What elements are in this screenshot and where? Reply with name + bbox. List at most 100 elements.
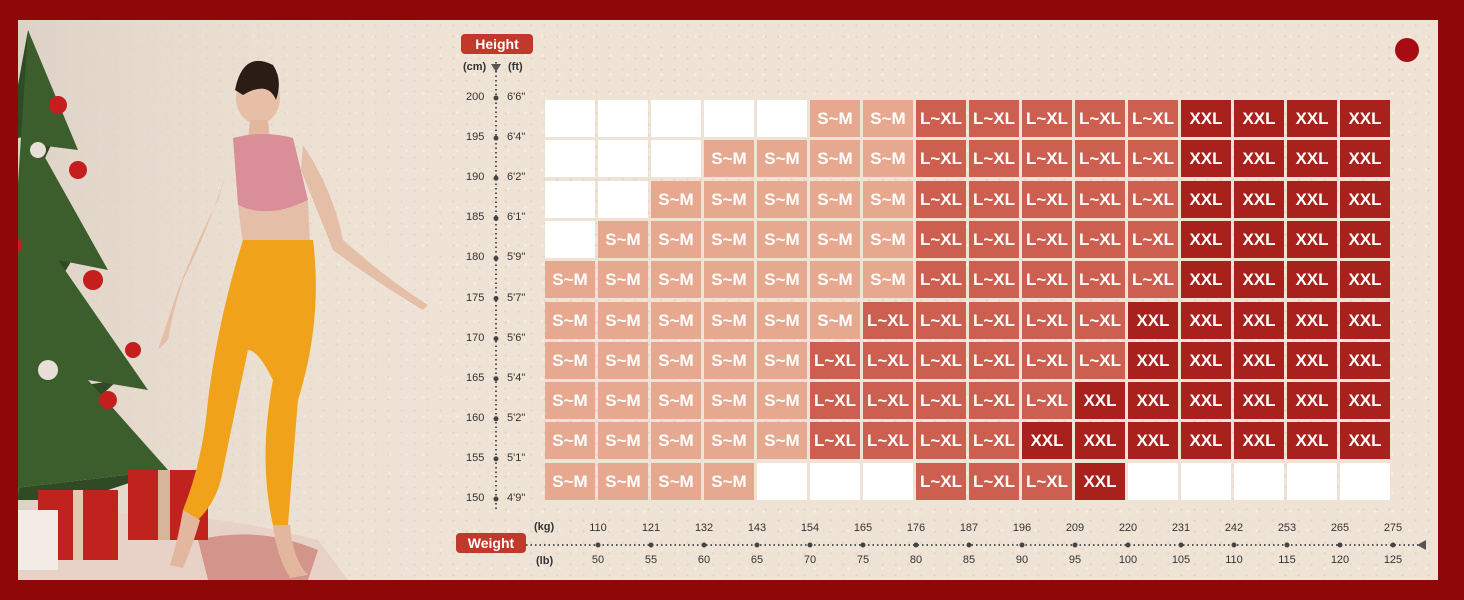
weight-kg-tick: 253 [1277, 522, 1297, 534]
height-ft-tick: 6'1" [507, 211, 526, 224]
size-cell: L~XL [916, 462, 966, 500]
size-cell: S~M [810, 301, 860, 339]
size-cell: XXL [1128, 341, 1178, 379]
size-cell: L~XL [969, 100, 1019, 137]
size-cell: XXL [1287, 220, 1337, 258]
size-cell: XXL [1287, 382, 1337, 420]
size-cell: XXL [1181, 301, 1231, 339]
weight-label: Weight [456, 533, 526, 553]
size-cell: S~M [757, 220, 807, 258]
size-cell: L~XL [969, 382, 1019, 420]
size-cell: XXL [1287, 301, 1337, 339]
size-cell: L~XL [916, 341, 966, 379]
right-arm [301, 145, 428, 310]
size-cell: L~XL [1022, 261, 1072, 299]
weight-lb-tick: 50 [591, 554, 605, 566]
size-cell: L~XL [969, 140, 1019, 178]
weight-lb-tick: 70 [803, 554, 817, 566]
weight-lb-tick: 65 [750, 554, 764, 566]
size-cell: L~XL [916, 422, 966, 460]
size-cell: S~M [598, 301, 648, 339]
size-cell: L~XL [810, 382, 860, 420]
right-foot [273, 525, 308, 578]
size-cell: XXL [1340, 261, 1390, 299]
height-axis-dot [493, 255, 499, 261]
weight-lb-tick: 95 [1068, 554, 1082, 566]
size-cell: L~XL [1022, 382, 1072, 420]
left-arm [158, 150, 233, 350]
weight-axis-dot [1125, 542, 1131, 548]
size-cell: XXL [1234, 140, 1284, 178]
size-cell: S~M [704, 462, 754, 500]
height-ft-tick: 6'6" [507, 91, 526, 103]
size-cell: S~M [704, 301, 754, 339]
model-photo [18, 20, 488, 580]
size-cell: S~M [598, 422, 648, 460]
size-cell [598, 140, 648, 178]
weight-axis-dot [1284, 542, 1290, 548]
size-cell [545, 140, 595, 178]
weight-kg-tick: 121 [641, 522, 661, 534]
height-axis-dot [493, 416, 499, 422]
size-cell: L~XL [863, 382, 913, 420]
size-cell [863, 462, 913, 500]
size-cell: S~M [863, 140, 913, 178]
size-cell: L~XL [969, 462, 1019, 500]
height-axis-dot [493, 215, 499, 221]
size-cell: S~M [810, 220, 860, 258]
height-ft-tick: 5'9" [507, 251, 526, 264]
gift-box [18, 510, 58, 570]
size-cell: L~XL [969, 422, 1019, 460]
weight-kg-tick: 176 [906, 522, 926, 534]
size-cell: S~M [863, 180, 913, 218]
size-cell: L~XL [1075, 180, 1125, 218]
size-cell: S~M [704, 180, 754, 218]
size-cell: XXL [1340, 341, 1390, 379]
size-cell: L~XL [916, 301, 966, 339]
kg-unit-label: (kg) [534, 521, 555, 533]
size-cell: L~XL [916, 180, 966, 218]
height-ft-tick: 5'6" [507, 331, 526, 344]
size-cell: XXL [1128, 422, 1178, 460]
size-cell: XXL [1128, 301, 1178, 339]
weight-lb-tick: 110 [1225, 554, 1243, 566]
size-cell: S~M [545, 422, 595, 460]
size-cell: XXL [1287, 261, 1337, 299]
cm-unit-label: (cm) [463, 61, 487, 73]
weight-kg-tick: 196 [1012, 522, 1032, 534]
height-ft-tick: 4'9" [507, 492, 526, 504]
size-cell: L~XL [1022, 462, 1072, 500]
size-cell: L~XL [1075, 261, 1125, 299]
size-cell: L~XL [969, 301, 1019, 339]
size-cell: S~M [651, 220, 701, 258]
size-cell [757, 100, 807, 137]
weight-lb-tick: 105 [1171, 554, 1191, 566]
weight-axis-dot [1390, 542, 1396, 548]
size-cell: S~M [651, 462, 701, 500]
size-cell [651, 140, 701, 178]
size-cell: S~M [598, 220, 648, 258]
size-cell: S~M [757, 382, 807, 420]
size-cell: S~M [810, 261, 860, 299]
size-cell: XXL [1234, 261, 1284, 299]
weight-kg-tick: 209 [1065, 522, 1085, 534]
size-cell: S~M [545, 462, 595, 500]
size-cell: S~M [704, 140, 754, 178]
hair [235, 60, 279, 100]
leggings [183, 240, 316, 525]
size-cell [1181, 462, 1231, 500]
size-cell: XXL [1287, 100, 1337, 137]
height-axis-dot [493, 175, 499, 181]
weight-axis-dot [1072, 542, 1078, 548]
size-cell: L~XL [1075, 140, 1125, 178]
size-cell: S~M [757, 422, 807, 460]
size-cell: S~M [810, 180, 860, 218]
size-cell: L~XL [1128, 140, 1178, 178]
height-cm-tick: 195 [466, 131, 485, 144]
size-cell [598, 180, 648, 218]
size-cell: L~XL [916, 261, 966, 299]
size-cell: L~XL [916, 382, 966, 420]
size-cell: S~M [545, 382, 595, 420]
height-cm-tick: 190 [466, 171, 485, 184]
size-cell: XXL [1234, 100, 1284, 137]
